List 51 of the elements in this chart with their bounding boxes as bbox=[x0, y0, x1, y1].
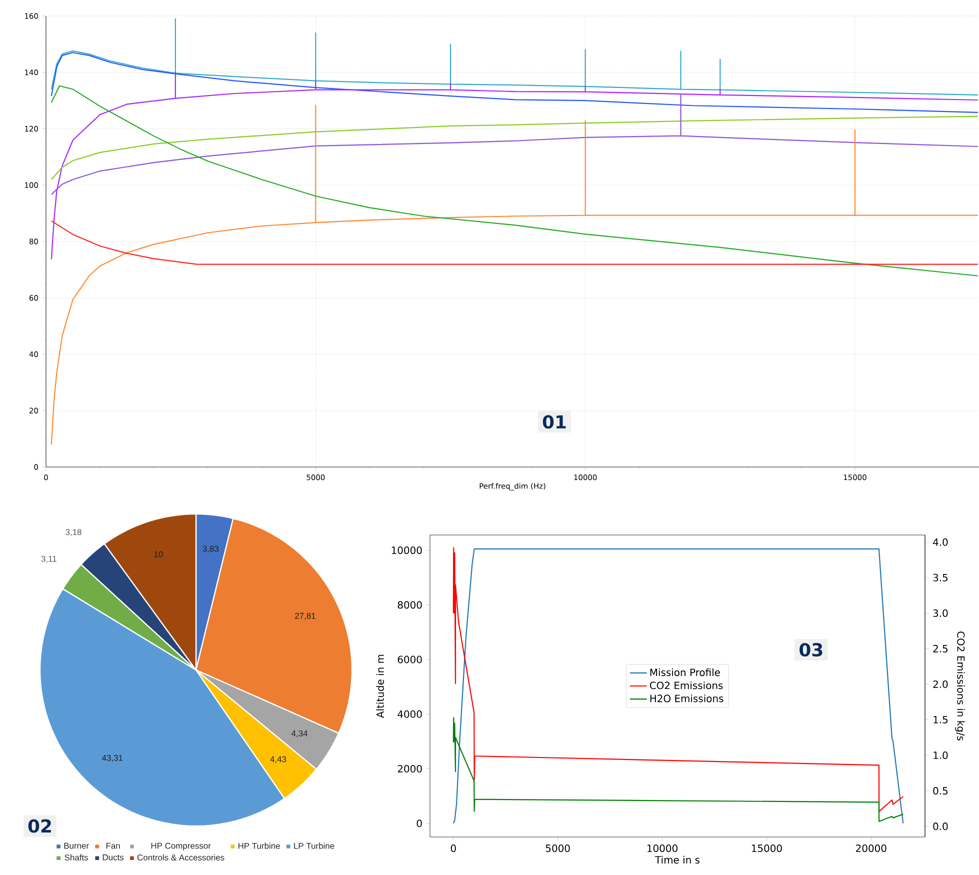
data-label: 4,43 bbox=[270, 756, 286, 764]
x-tick-label: 10000 bbox=[648, 844, 678, 852]
data-label: 3,18 bbox=[66, 529, 82, 536]
line-series bbox=[50, 104, 978, 445]
line-series bbox=[50, 116, 978, 180]
y2-tick-label: 0.5 bbox=[933, 787, 948, 795]
y-tick-label: 6000 bbox=[398, 656, 422, 664]
x-tick-label: 0 bbox=[450, 844, 456, 852]
y2-tick-label: 1.5 bbox=[934, 716, 948, 724]
y2-tick-label: 2.5 bbox=[933, 644, 948, 652]
data-label: 27,81 bbox=[295, 612, 316, 620]
x-tick-label: 15000 bbox=[752, 844, 782, 852]
y-tick-label: 2000 bbox=[398, 764, 422, 773]
line-series bbox=[50, 18, 978, 96]
y2-tick-label: 1.0 bbox=[934, 752, 948, 760]
data-label: 3,11 bbox=[41, 556, 56, 563]
y-tick-label: 4000 bbox=[398, 710, 422, 718]
annotation: 03 bbox=[800, 642, 822, 657]
y-tick-label: 10000 bbox=[392, 546, 422, 554]
y-tick-label: 8000 bbox=[398, 601, 422, 609]
y2-tick-label: 3.5 bbox=[933, 574, 948, 582]
y2-axis-title: CO2 Emissions in kg/s bbox=[955, 632, 965, 740]
legend-label: Fan bbox=[106, 842, 120, 849]
line-series bbox=[50, 52, 978, 113]
data-label: 4,34 bbox=[291, 730, 308, 738]
y-axis-title: Altitude in m bbox=[376, 654, 384, 718]
y2-tick-label: 4.0 bbox=[933, 538, 948, 546]
x-tick-label: 5000 bbox=[546, 844, 570, 852]
y-tick-label: 0 bbox=[416, 820, 422, 828]
legend-label: CO2 Emissions bbox=[650, 681, 723, 690]
legend-label: HP Turbine bbox=[238, 842, 280, 849]
legend-label: Mission Profile bbox=[650, 668, 720, 676]
text: 02 bbox=[28, 819, 51, 833]
legend-label: HP Compressor bbox=[151, 842, 211, 850]
line-series bbox=[50, 94, 978, 195]
y2-tick-label: 3.0 bbox=[933, 609, 948, 617]
legend-label: LP Turbine bbox=[294, 842, 334, 849]
data-label: 3,83 bbox=[202, 546, 218, 553]
y2-tick-label: 0.0 bbox=[933, 822, 948, 830]
x-tick-label: 20000 bbox=[856, 844, 886, 852]
line-series bbox=[452, 717, 904, 822]
legend-label: Controls & Accessories bbox=[137, 854, 224, 860]
legend-label: Burner bbox=[64, 842, 89, 849]
y2-tick-label: 2.0 bbox=[933, 680, 948, 688]
legend-label: Ducts bbox=[102, 854, 124, 860]
data-label: 43,31 bbox=[102, 754, 123, 762]
x-axis-title: Time in s bbox=[654, 856, 700, 864]
annotation: 01 bbox=[542, 415, 566, 429]
legend-label: H2O Emissions bbox=[650, 694, 724, 702]
data-label: 10 bbox=[154, 551, 163, 558]
legend-label: Shafts bbox=[64, 854, 88, 860]
